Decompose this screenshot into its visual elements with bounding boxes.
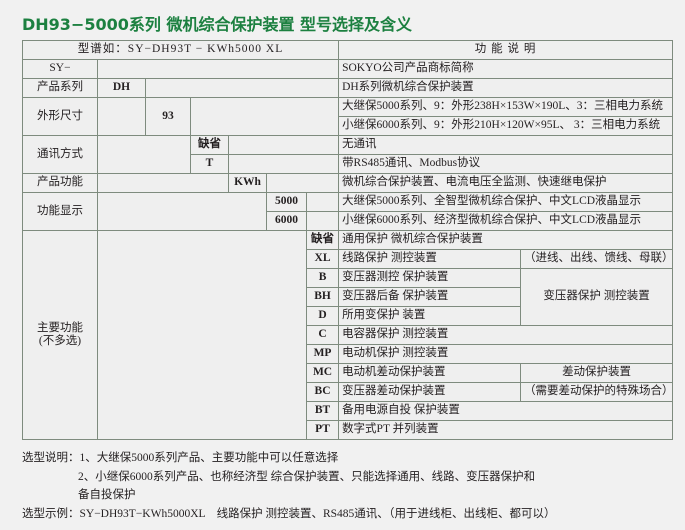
mf-group-differential-title: 差动保护装置: [520, 363, 674, 383]
table-row-display-2: 6000 小继保6000系列、经济型微机综合保护、中文LCD液晶显示: [23, 211, 674, 231]
row-desc-dimension-small: 小继保6000系列、9：外形210H×120W×95L、 3：三相电力系统: [338, 116, 674, 136]
mf-code-pt: PT: [305, 420, 340, 440]
table-row-comm-1: 通讯方式 缺省 无通讯: [22, 135, 674, 174]
table-row-display-1: 功能显示 5000 大继保5000系列、全智型微机综合保护、中文LCD液晶显示: [22, 192, 674, 231]
mf-code-b: B: [305, 268, 340, 288]
mf-desc-bc: 变压器差动保护装置: [338, 382, 522, 402]
row-blank-comm-c: [227, 154, 340, 174]
row-desc-display-5000: 大继保5000系列、全智型微机综合保护、中文LCD液晶显示: [338, 192, 674, 212]
row-label-product-function: 产品功能: [22, 173, 98, 193]
mf-code-mc: MC: [305, 363, 340, 383]
row-desc-comm-none: 无通讯: [338, 135, 674, 155]
mf-desc-bh: 变压器后备 保护装置: [338, 287, 522, 307]
table-row-main-function-xl: XL 线路保护 测控装置 （进线、出线、馈线、母联）: [23, 249, 674, 269]
row-code-dh: DH: [97, 78, 146, 98]
mf-code-d: D: [305, 306, 340, 326]
mf-code-bt: BT: [305, 401, 340, 421]
row-blank-display-a: [97, 192, 267, 231]
row-desc-sy: SOKYO公司产品商标简称: [338, 59, 674, 79]
row-code-6000: 6000: [266, 211, 307, 231]
row-code-comm-t: T: [190, 154, 229, 174]
table-row-main-function-c: C 电容器保护 测控装置: [23, 325, 674, 345]
row-blank-comm-b: [227, 135, 340, 155]
table-row-main-function-b: B 变压器测控 保护装置 变压器保护 测控装置: [23, 268, 674, 326]
row-blank-sy: [96, 59, 340, 79]
model-spec-table: 型谱如：SY−DH93T − KWh5000 XL 功 能 说 明 SY− SO…: [21, 40, 674, 440]
note-line-3: 备自投保护: [78, 489, 136, 502]
header-function-desc: 功 能 说 明: [338, 40, 674, 60]
note-line-2: 2、小继保6000系列产品、也称经济型 综合保护装置、只能选择通用、线路、变压器…: [78, 470, 536, 483]
header-model-example: 型谱如：SY−DH93T − KWh5000 XL: [21, 40, 340, 60]
mf-group-transformer: 变压器保护 测控装置: [520, 268, 674, 326]
row-blank-display-c: [305, 211, 340, 231]
row-desc-series: DH系列微机综合保护装置: [338, 78, 674, 98]
note-line-1: 选型说明：1、大继保5000系列产品、主要功能中可以任意选择: [22, 452, 339, 464]
row-label-series: 产品系列: [22, 78, 98, 98]
main-function-label-line2: (不多选): [38, 335, 82, 347]
mf-desc-mc: 电动机差动保护装置: [338, 363, 522, 383]
row-blank-main-function: [97, 230, 307, 440]
mf-group-differential-note: （需要差动保护的特殊场合）: [520, 382, 674, 402]
table-row-main-function-pt: PT 数字式PT 并列装置: [23, 420, 674, 440]
mf-code-c: C: [305, 325, 340, 345]
row-code-93: 93: [145, 97, 191, 136]
mf-code-xl: XL: [305, 249, 340, 269]
mf-desc-xl: 线路保护 测控装置: [338, 249, 522, 269]
mf-desc-c: 电容器保护 测控装置: [338, 325, 674, 345]
table-row-product-function: 产品功能 KWh 微机综合保护装置、电流电压全监测、快速继电保护: [22, 173, 674, 193]
row-desc-comm-rs485: 带RS485通讯、Modbus协议: [338, 154, 674, 174]
row-label-main-function: 主要功能 (不多选): [22, 230, 98, 440]
row-desc-product-function: 微机综合保护装置、电流电压全监测、快速继电保护: [338, 173, 674, 193]
table-row-sy: SY− SOKYO公司产品商标简称: [22, 59, 674, 79]
mf-code-mp: MP: [305, 344, 340, 364]
table-row-dimension-1: 外形尺寸 93 大继保5000系列、9：外形238H×153W×190L、3：三…: [22, 97, 674, 136]
mf-note-xl: （进线、出线、馈线、母联）: [520, 249, 674, 269]
row-code-comm-default: 缺省: [190, 135, 229, 155]
row-desc-display-6000: 小继保6000系列、经济型微机综合保护、中文LCD液晶显示: [338, 211, 674, 231]
table-header-row: 型谱如：SY−DH93T − KWh5000 XL 功 能 说 明: [21, 40, 674, 60]
selection-notes: 选型说明：1、大继保5000系列产品、主要功能中可以任意选择 2、小继保6000…: [22, 449, 556, 524]
row-code-kwh: KWh: [228, 173, 267, 193]
mf-desc-b: 变压器测控 保护装置: [338, 268, 522, 288]
main-function-label-line1: 主要功能: [37, 321, 83, 334]
table-row-dimension-2: 小继保6000系列、9：外形210H×120W×95L、 3：三相电力系统: [23, 116, 674, 136]
row-code-5000: 5000: [266, 192, 307, 212]
row-blank-comm-a: [97, 135, 191, 174]
table-row-main-function-bt: BT 备用电源自投 保护装置: [23, 401, 674, 421]
row-label-comm: 通讯方式: [22, 135, 98, 174]
table-row-main-function-default: 主要功能 (不多选) 缺省 通用保护 微机综合保护装置: [22, 230, 674, 440]
row-blank-dimension-a: [97, 97, 146, 136]
row-desc-dimension-big: 大继保5000系列、9：外形238H×153W×190L、3：三相电力系统: [338, 97, 674, 117]
table-row-series: 产品系列 DH DH系列微机综合保护装置: [22, 78, 674, 98]
row-label-sy: SY−: [22, 59, 98, 79]
mf-code-default: 缺省: [305, 230, 340, 250]
row-blank-display-b: [305, 192, 340, 212]
mf-desc-bt: 备用电源自投 保护装置: [338, 401, 674, 421]
table-row-main-function-bh: BH 变压器后备 保护装置: [23, 287, 673, 307]
row-label-display: 功能显示: [22, 192, 98, 231]
mf-desc-d: 所用变保护 装置: [338, 306, 522, 326]
mf-code-bc: BC: [305, 382, 340, 402]
row-blank-pf-a: [97, 173, 229, 193]
note-line-4: 选型示例：SY−DH93T−KWh5000XL 线路保护 测控装置、RS485通…: [22, 507, 556, 520]
row-blank-series: [144, 78, 340, 98]
mf-desc-default: 通用保护 微机综合保护装置: [338, 230, 674, 250]
table-row-main-function-d: D 所用变保护 装置: [23, 306, 673, 326]
mf-desc-pt: 数字式PT 并列装置: [338, 420, 674, 440]
row-label-dimension: 外形尺寸: [22, 97, 98, 136]
mf-code-bh: BH: [305, 287, 340, 307]
row-blank-pf-b: [265, 173, 340, 193]
row-blank-dimension-b: [189, 97, 340, 136]
mf-desc-mp: 电动机保护 测控装置: [338, 344, 674, 364]
page-title: DH93−5000系列 微机综合保护装置 型号选择及含义: [22, 15, 413, 34]
